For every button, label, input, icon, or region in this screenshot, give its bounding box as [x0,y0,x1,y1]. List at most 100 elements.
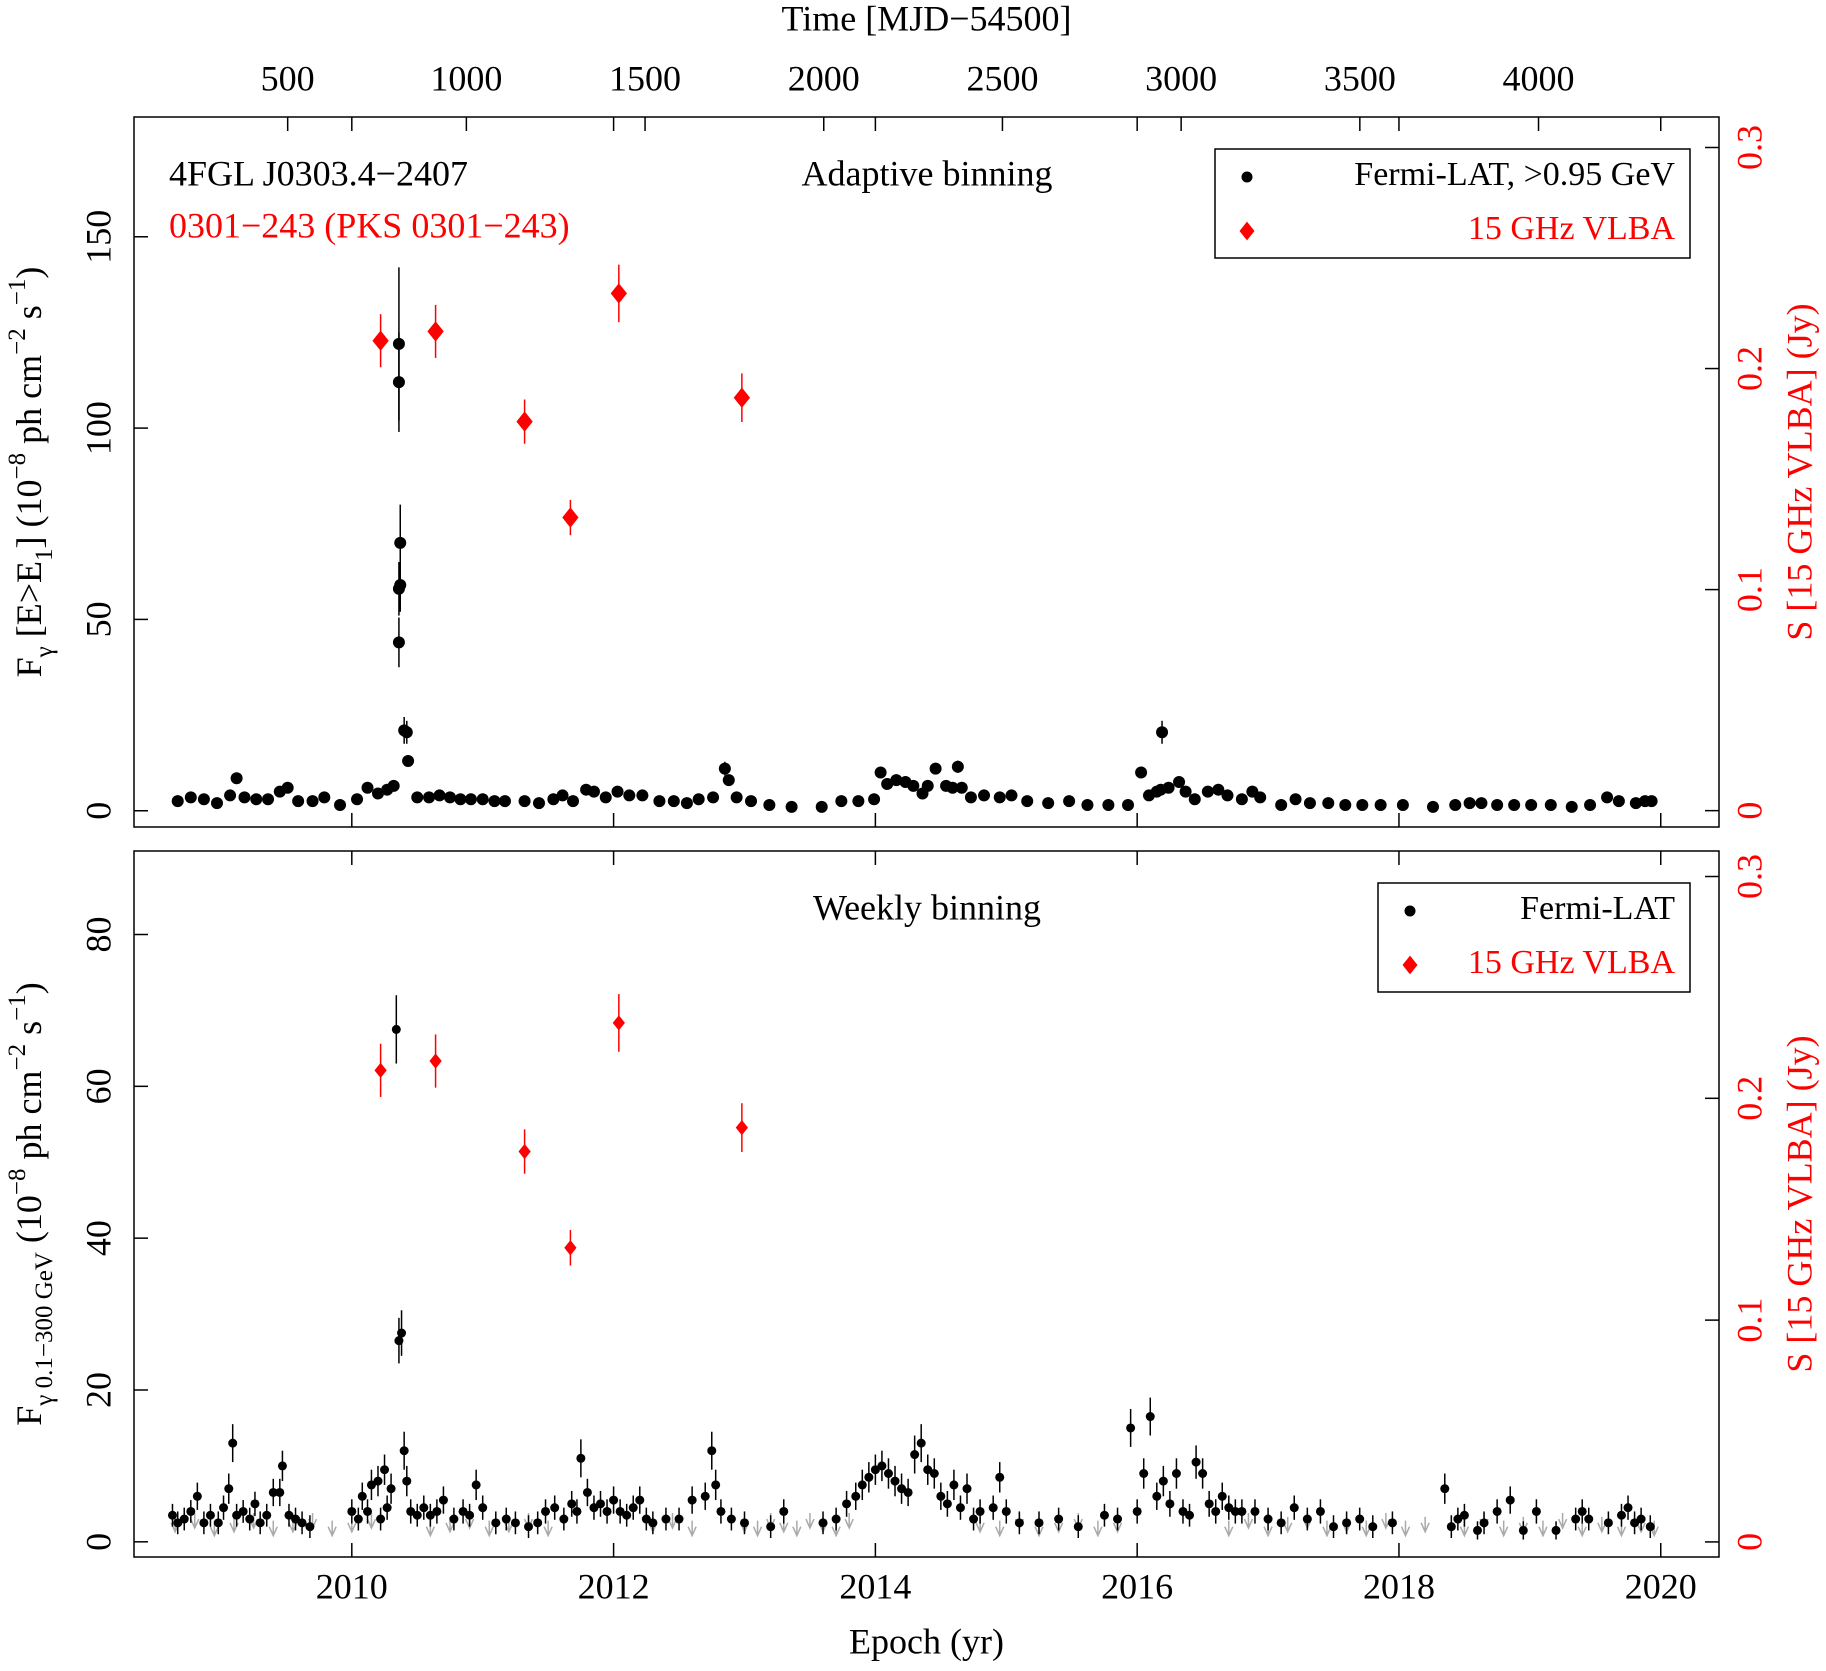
data-marker [1355,1514,1365,1524]
data-marker [1577,1506,1587,1516]
x-tick-label: 2018 [1363,1566,1435,1606]
data-marker [224,1484,234,1494]
upper-limit [1597,1516,1607,1534]
data-marker [392,337,405,350]
data-marker [988,1503,998,1513]
data-marker [391,1024,401,1034]
data-marker [1446,1522,1456,1532]
data-marker [995,1472,1005,1482]
data-marker [897,1484,907,1494]
y-axis-label-part: γ 0.1−300 GeV [31,1252,58,1407]
data-marker [471,1480,481,1490]
data-marker [851,1491,861,1501]
upper-limit [1224,1520,1234,1538]
upper-limit [1557,1513,1568,1530]
data-marker [857,1480,867,1490]
data-marker [1171,1468,1181,1478]
upper-limit [1538,1520,1548,1538]
data-marker [1616,1510,1626,1520]
data-marker [951,760,964,773]
data-marker [1630,1518,1640,1528]
y-axis-label-part: s [9,305,49,328]
data-marker [1132,1506,1142,1516]
data-marker [730,791,743,804]
legend-box [1214,148,1691,259]
data-marker [262,793,275,806]
data-marker [402,1476,412,1486]
data-marker [818,1518,828,1528]
data-marker [1463,797,1476,810]
data-marker [411,791,424,804]
data-marker [779,1506,789,1516]
data-marker [1179,785,1192,798]
data-marker [186,1506,196,1516]
data-marker [572,1506,582,1516]
data-marker [785,800,798,813]
data-marker [722,774,735,787]
legend-label: 15 GHz VLBA [1468,944,1676,981]
data-marker [192,1491,202,1501]
data-marker [219,1503,229,1513]
x-tick-label: 2014 [839,1566,911,1606]
data-marker [1479,1518,1489,1528]
data-marker [602,1506,612,1516]
data-marker [587,785,600,798]
data-marker [199,1518,209,1528]
data-marker [1254,791,1267,804]
data-marker [532,797,545,810]
data-marker [516,411,533,432]
data-marker [1224,1503,1234,1513]
data-marker [1185,1510,1195,1520]
data-marker [1302,1514,1312,1524]
data-marker [277,1461,287,1471]
data-marker [292,795,305,808]
data-marker [831,1514,841,1524]
data-marker [1156,726,1169,739]
data-marker [949,1480,959,1490]
data-marker [291,1514,301,1524]
data-marker [394,578,407,591]
y-tick-label: 100 [78,401,118,455]
x2-tick-label: 2500 [966,58,1038,98]
data-marker [167,1510,177,1520]
data-marker [978,789,991,802]
data-marker [589,1503,599,1513]
data-marker [1426,800,1439,813]
upper-limit [268,1520,278,1538]
data-marker [1565,800,1578,813]
data-marker [929,762,942,775]
data-marker [197,793,210,806]
data-marker [488,795,501,808]
data-marker [334,798,347,811]
data-marker [297,1518,307,1528]
y-axis-label-part: F [9,657,49,677]
data-marker [890,1476,900,1486]
data-marker [547,793,560,806]
data-marker [692,793,705,806]
data-marker [1198,1468,1208,1478]
data-marker [1505,1495,1515,1505]
y-axis-label-part: −2 [4,328,31,355]
data-marker [718,762,731,775]
data-marker [476,793,489,806]
data-marker [567,1499,577,1509]
y-axis-label-part: (10 [9,1195,49,1252]
data-marker [835,795,848,808]
data-marker [687,1495,697,1505]
y-tick-label: 40 [78,1220,118,1256]
data-marker [596,1499,606,1509]
data-marker [305,1522,315,1532]
data-marker [1235,793,1248,806]
data-marker [929,1468,939,1478]
data-marker [874,766,887,779]
data-marker [1162,781,1175,794]
data-marker [238,1506,248,1516]
data-marker [491,1518,501,1528]
y2-tick-label: 0.1 [1729,567,1769,612]
data-marker [766,1522,776,1532]
data-marker [733,387,751,408]
data-marker [1571,1514,1581,1524]
data-marker [427,321,444,342]
x2-tick-label: 1500 [609,58,681,98]
data-marker [510,1518,520,1528]
